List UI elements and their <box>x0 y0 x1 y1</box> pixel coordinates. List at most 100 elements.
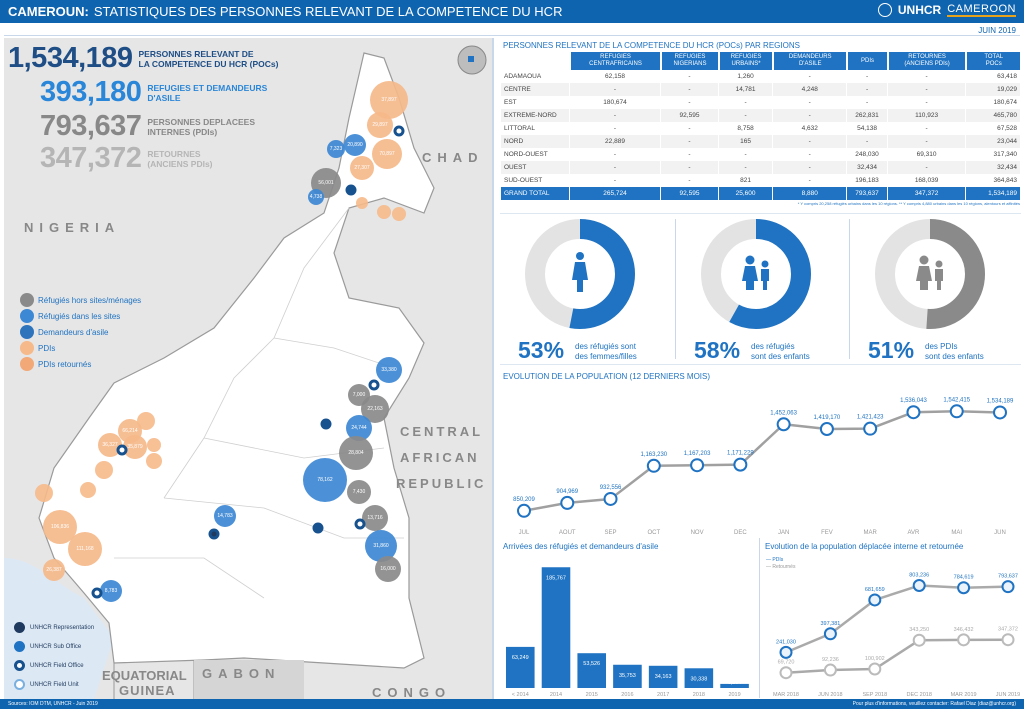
map-bubble[interactable]: 8,783 <box>100 580 122 602</box>
map-bubble[interactable]: 7,430 <box>347 480 371 504</box>
map-bubble-small[interactable] <box>392 207 406 221</box>
map-bubble[interactable]: 4,738 <box>308 189 324 205</box>
field-office-icon[interactable] <box>393 125 405 137</box>
field-office-icon[interactable] <box>116 444 128 456</box>
map-bubble[interactable]: 13,716 <box>362 505 388 531</box>
data-point[interactable] <box>776 417 791 432</box>
bar[interactable] <box>684 668 714 688</box>
data-point[interactable] <box>823 663 837 677</box>
map-bubble[interactable]: 28,804 <box>339 436 373 470</box>
legend-returnees: — Retournés <box>766 564 796 570</box>
data-point[interactable] <box>779 666 793 680</box>
data-point[interactable] <box>957 581 971 595</box>
map-bubble[interactable]: 27,307 <box>350 156 374 180</box>
legend-label: Retournés <box>772 564 796 570</box>
data-point[interactable] <box>993 405 1007 420</box>
table-row: ADAMAOUA 62,158 - 1,260 - - - 63,418 <box>501 70 1020 83</box>
region-name: EST <box>504 99 517 106</box>
data-point[interactable] <box>819 421 834 436</box>
office-legend-item: UNHCR Representation <box>14 618 94 637</box>
sub-office-icon[interactable] <box>312 522 324 534</box>
map-bubble-small[interactable] <box>147 438 161 452</box>
field-office-icon[interactable] <box>91 587 103 599</box>
data-label: 1,542,415 <box>943 397 970 403</box>
kpi-label-line2: D'ASILE <box>147 92 181 103</box>
map-bubble[interactable]: 29,897 <box>367 112 393 138</box>
table-cell: - <box>719 161 773 174</box>
table-title: PERSONNES RELEVANT DE LA COMPETENCE DU H… <box>503 41 800 50</box>
data-point[interactable] <box>733 457 748 472</box>
sub-office-icon <box>14 641 25 652</box>
data-point[interactable] <box>690 458 705 473</box>
table-row: SUD-OUEST - - 821 - 196,183 168,039 364,843 <box>501 174 1020 187</box>
data-point[interactable] <box>779 645 793 659</box>
region-name: NORD-OUEST <box>504 151 548 158</box>
bar[interactable] <box>541 567 571 688</box>
data-point[interactable] <box>906 405 921 420</box>
representation-icon[interactable] <box>208 528 220 540</box>
bar[interactable] <box>648 665 678 688</box>
table-cell: 347,372 <box>887 187 966 200</box>
bar[interactable] <box>720 683 749 688</box>
data-point[interactable] <box>957 633 971 647</box>
map-bubble-small[interactable] <box>377 205 391 219</box>
map-bubble[interactable]: 78,162 <box>303 458 347 502</box>
data-point[interactable] <box>912 633 926 647</box>
data-point[interactable] <box>949 404 964 419</box>
map-legend: Réfugiés hors sites/ménages Réfugiés dan… <box>20 292 141 372</box>
donut-value-arc <box>701 219 811 329</box>
footer-contact[interactable]: Pour plus d'informations, veuillez conta… <box>852 701 1016 707</box>
map-bubble-small[interactable] <box>356 197 368 209</box>
data-point[interactable] <box>863 421 878 436</box>
data-label: 69,720 <box>778 660 795 666</box>
data-point[interactable] <box>868 593 882 607</box>
bar[interactable] <box>506 646 535 688</box>
data-point[interactable] <box>1001 633 1015 647</box>
data-point[interactable] <box>517 503 531 518</box>
footer-bar: Sources: IOM DTM, UNHCR - Juin 2019 Pour… <box>0 699 1024 709</box>
sub-office-icon[interactable] <box>320 418 332 430</box>
sub-office-icon[interactable] <box>345 184 357 196</box>
field-office-icon[interactable] <box>368 379 380 391</box>
map-bubble-small[interactable] <box>35 484 53 502</box>
x-tick-label: AVR <box>908 530 921 536</box>
map-bubble[interactable]: 26,387 <box>43 559 65 581</box>
map-bubble-small[interactable] <box>80 482 96 498</box>
map-bubble[interactable]: 22,163 <box>361 395 389 423</box>
kpi-total-pocs: 1,534,189 PERSONNES RELEVANT DE LA COMPET… <box>8 42 278 75</box>
bar[interactable] <box>613 664 642 688</box>
bar[interactable] <box>577 653 606 688</box>
map-bubble[interactable]: 14,783 <box>214 505 236 527</box>
header-line1: PDIs <box>861 57 875 64</box>
x-tick-label: DEC <box>734 530 747 536</box>
field-unit-icon <box>14 679 25 690</box>
map-bubble[interactable]: 70,897 <box>372 139 402 169</box>
column-header: REFUGIES URBAINS* <box>719 52 773 70</box>
legend-item: PDIs retournés <box>20 356 141 372</box>
table-cell: - <box>808 177 811 184</box>
column-header: REFUGIES CENTRAFRICAINS <box>570 52 660 70</box>
map-bubble-small[interactable] <box>146 453 162 469</box>
map-bubble[interactable]: 7,323 <box>327 140 345 158</box>
map-bubble-small[interactable] <box>137 412 155 430</box>
map-bubble[interactable]: 20,890 <box>344 134 366 156</box>
data-point[interactable] <box>823 627 837 641</box>
x-tick-label: 2017 <box>657 692 669 698</box>
map-bubble-small[interactable] <box>95 461 113 479</box>
legend-label: PDIs <box>38 343 56 353</box>
data-point[interactable] <box>560 495 575 510</box>
data-point[interactable] <box>912 579 926 593</box>
map-bubble[interactable]: 111,168 <box>68 532 102 566</box>
x-tick-label: SEP <box>605 530 617 536</box>
table-cell: - <box>773 109 847 122</box>
country-label-congo: CONGO <box>372 685 452 699</box>
data-point[interactable] <box>603 491 618 506</box>
field-office-icon[interactable] <box>354 518 366 530</box>
data-point[interactable] <box>1001 580 1015 594</box>
table-row: LITTORAL - - 8,758 4,632 54,138 - 67,528 <box>501 122 1020 135</box>
map-bubble[interactable]: 16,000 <box>375 556 401 582</box>
data-point[interactable] <box>646 458 661 473</box>
map-bubble[interactable]: 33,380 <box>376 357 402 383</box>
data-point[interactable] <box>868 662 882 676</box>
data-label: 343,250 <box>909 627 929 633</box>
